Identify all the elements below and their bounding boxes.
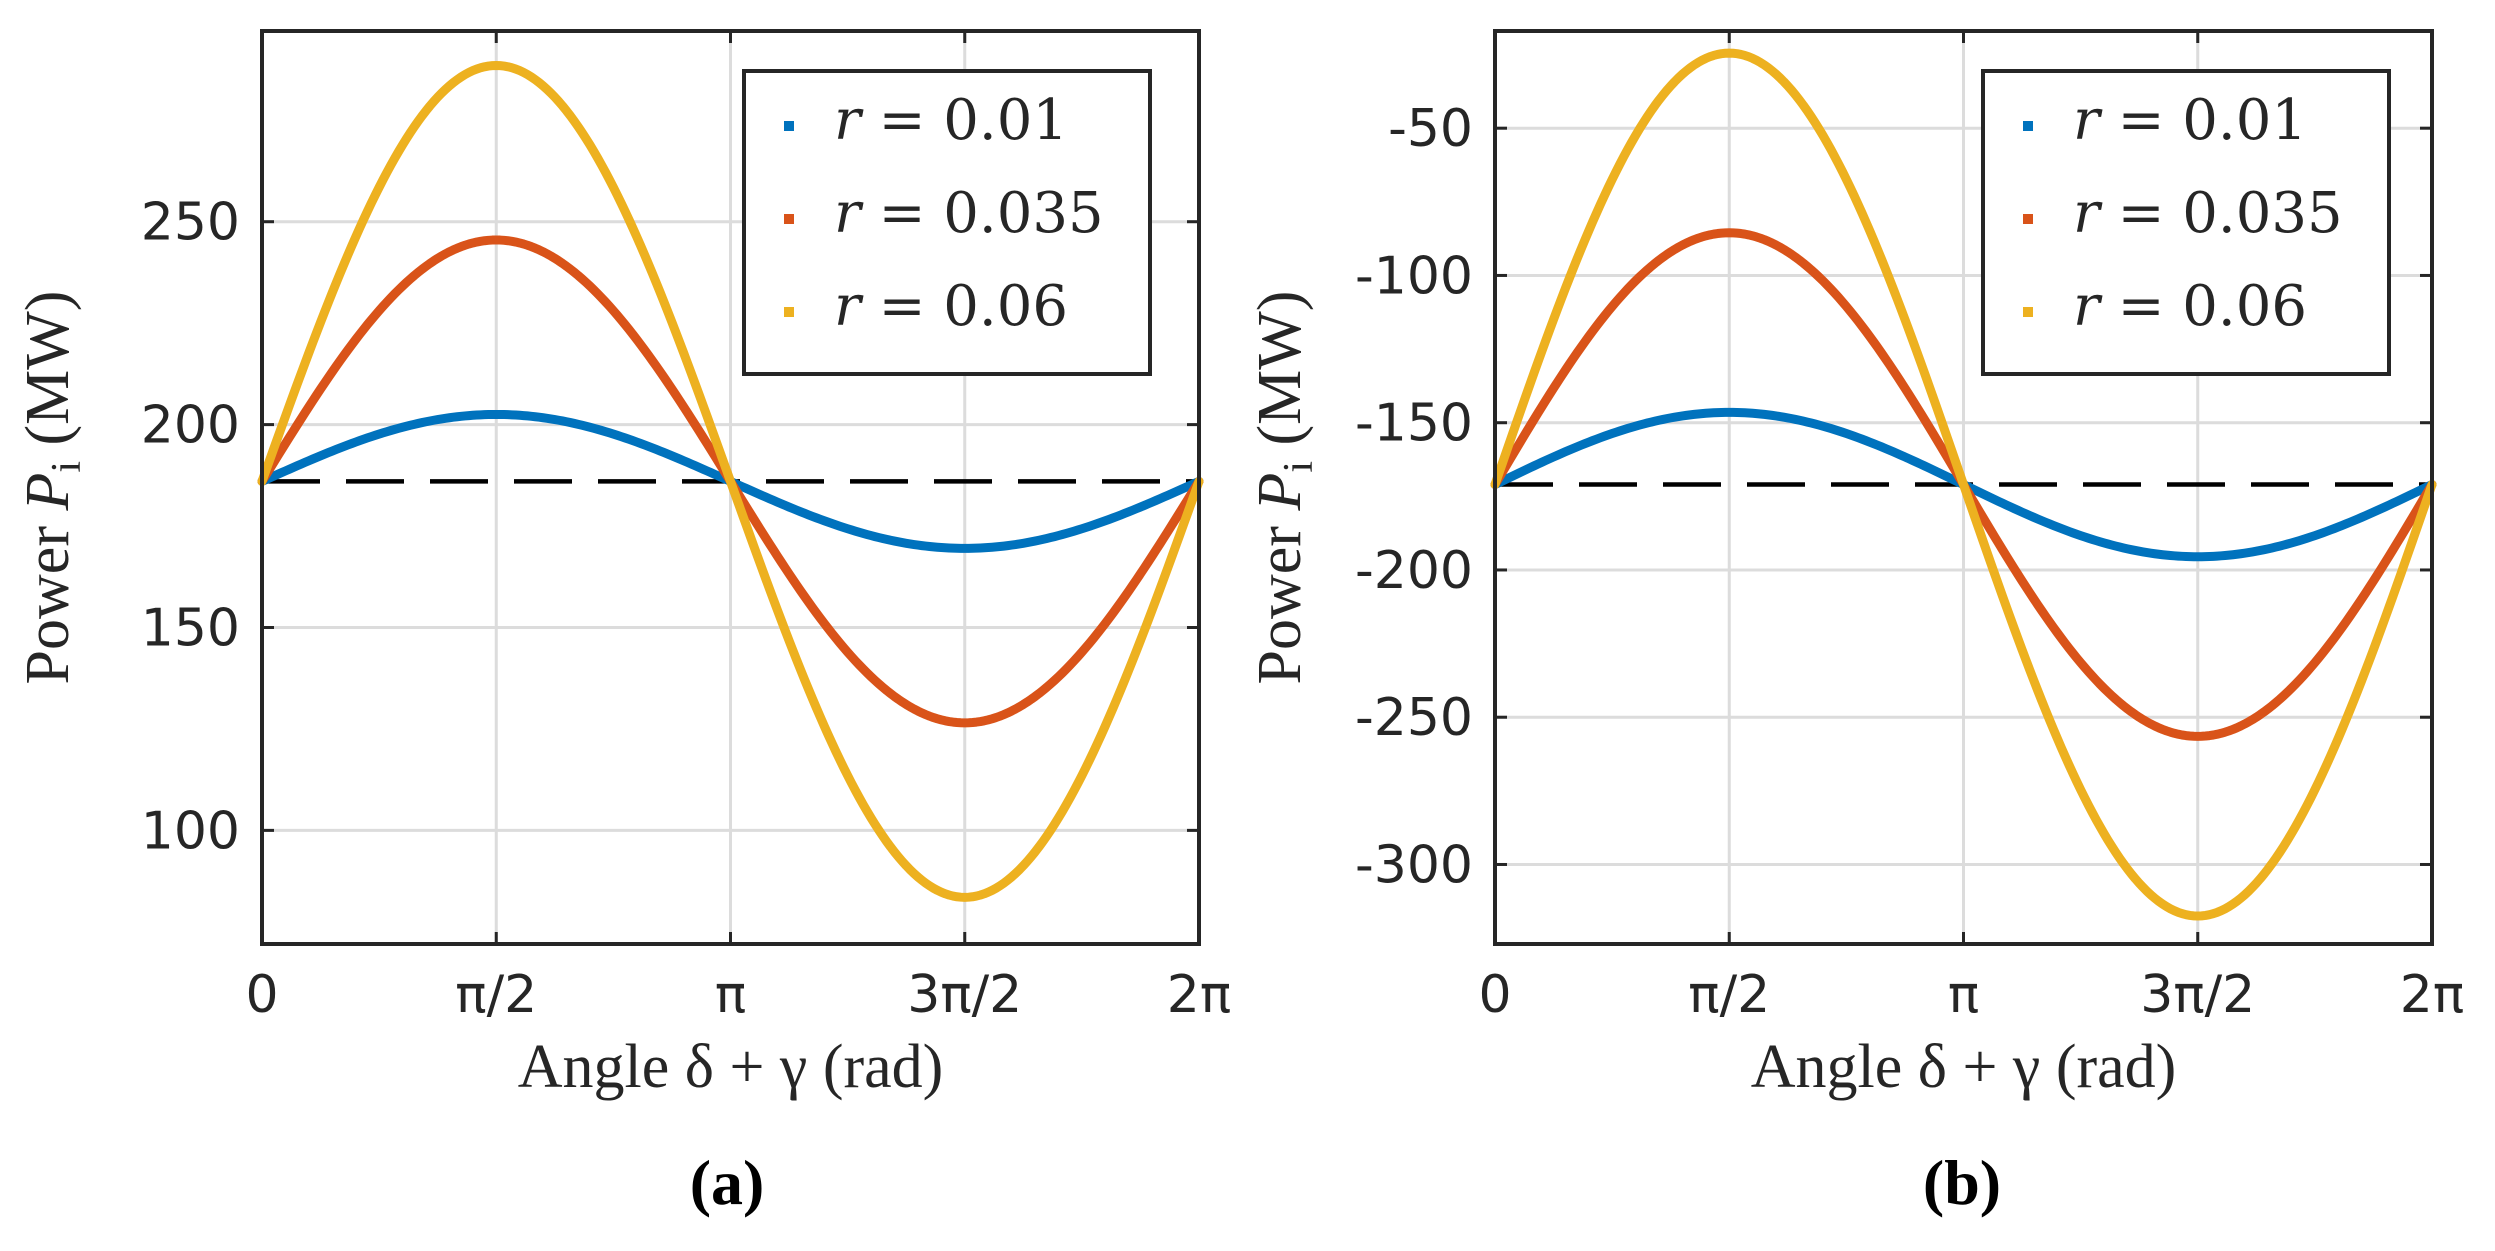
y-axis-label: Power Pi (MW) [1246, 291, 1322, 685]
y-tick-label: -150 [1355, 394, 1473, 454]
y-axis-label-prefix: Power [1246, 511, 1314, 685]
y-axis-label-subscript: i [44, 461, 90, 473]
y-tick-label: -50 [1388, 99, 1473, 159]
chart-panel-b: 0 π/2 π 3π/2 2π -300 -250 -200 -150 -100 -50 Angle … [1246, 29, 2464, 1218]
x-tick-label: 0 [245, 965, 278, 1025]
y-axis-label-subscript: i [1276, 461, 1322, 473]
legend-marker [784, 307, 794, 317]
legend-entry-label: r = 0.06 [2073, 274, 2307, 339]
y-axis-label-symbol: P [14, 473, 82, 512]
legend-entry-label: r = 0.01 [2073, 88, 2307, 153]
legend-marker [2023, 121, 2033, 131]
y-tick-label: 150 [141, 598, 240, 658]
legend-entry-value: = 0.01 [2100, 88, 2307, 153]
y-tick-label: -100 [1355, 246, 1473, 306]
x-tick-label: 2π [1167, 965, 1231, 1025]
legend-marker [784, 214, 794, 224]
x-tick-label: 2π [2400, 965, 2464, 1025]
y-tick-label: 200 [141, 396, 240, 456]
legend-marker [2023, 214, 2033, 224]
legend-entry-value: = 0.06 [2100, 274, 2307, 339]
y-tick-label: -200 [1355, 541, 1473, 601]
x-tick-label: π/2 [455, 965, 537, 1025]
y-axis-label-symbol: P [1246, 473, 1314, 512]
legend-entry-variable: r [2073, 181, 2103, 246]
legend-marker [2023, 307, 2033, 317]
y-axis-label-prefix: Power [14, 511, 82, 685]
x-axis-label: Angle δ + γ (rad) [518, 1033, 944, 1101]
y-tick-label: -300 [1355, 835, 1473, 895]
legend-entry-value: = 0.035 [861, 181, 1104, 246]
legend-marker [784, 121, 794, 131]
panel-caption: (b) [1923, 1147, 2001, 1218]
y-axis-label: Power Pi (MW) [14, 291, 90, 685]
x-tick-label: 3π/2 [2140, 965, 2255, 1025]
legend-entry-variable: r [2073, 88, 2103, 153]
x-tick-label: π [1948, 965, 1979, 1025]
series-line-r-0-06 [1490, 48, 2437, 921]
legend-box [1981, 69, 2391, 376]
legend-entry-label: r = 0.035 [2073, 181, 2343, 246]
legend-entry-value: = 0.06 [861, 274, 1068, 339]
legend-entry-label: r = 0.01 [834, 88, 1068, 153]
legend-entry-value: = 0.035 [2100, 181, 2343, 246]
series-line-r-0-06 [257, 60, 1204, 902]
x-axis-label: Angle δ + γ (rad) [1751, 1033, 2177, 1101]
y-tick-label: -250 [1355, 688, 1473, 748]
legend-entry-label: r = 0.06 [834, 274, 1068, 339]
y-tick-label: 250 [141, 193, 240, 253]
legend-box [742, 69, 1152, 376]
legend-entry-variable: r [2073, 274, 2103, 339]
y-axis-label-unit: (MW) [1246, 291, 1314, 461]
x-tick-label: π [715, 965, 746, 1025]
x-tick-label: π/2 [1688, 965, 1770, 1025]
legend-entry-variable: r [834, 88, 864, 153]
chart-panel-a: 0 π/2 π 3π/2 2π 100 150 200 250 Angle δ + γ (rad)… [14, 29, 1231, 1218]
x-tick-label: 0 [1478, 965, 1511, 1025]
panel-caption: (a) [690, 1147, 765, 1218]
legend-entry-label: r = 0.035 [834, 181, 1104, 246]
legend-entry-variable: r [834, 181, 864, 246]
x-tick-label: 3π/2 [907, 965, 1022, 1025]
y-axis-label-unit: (MW) [14, 291, 82, 461]
y-tick-label: 100 [141, 801, 240, 861]
legend-entry-variable: r [834, 274, 864, 339]
legend-entry-value: = 0.01 [861, 88, 1068, 153]
